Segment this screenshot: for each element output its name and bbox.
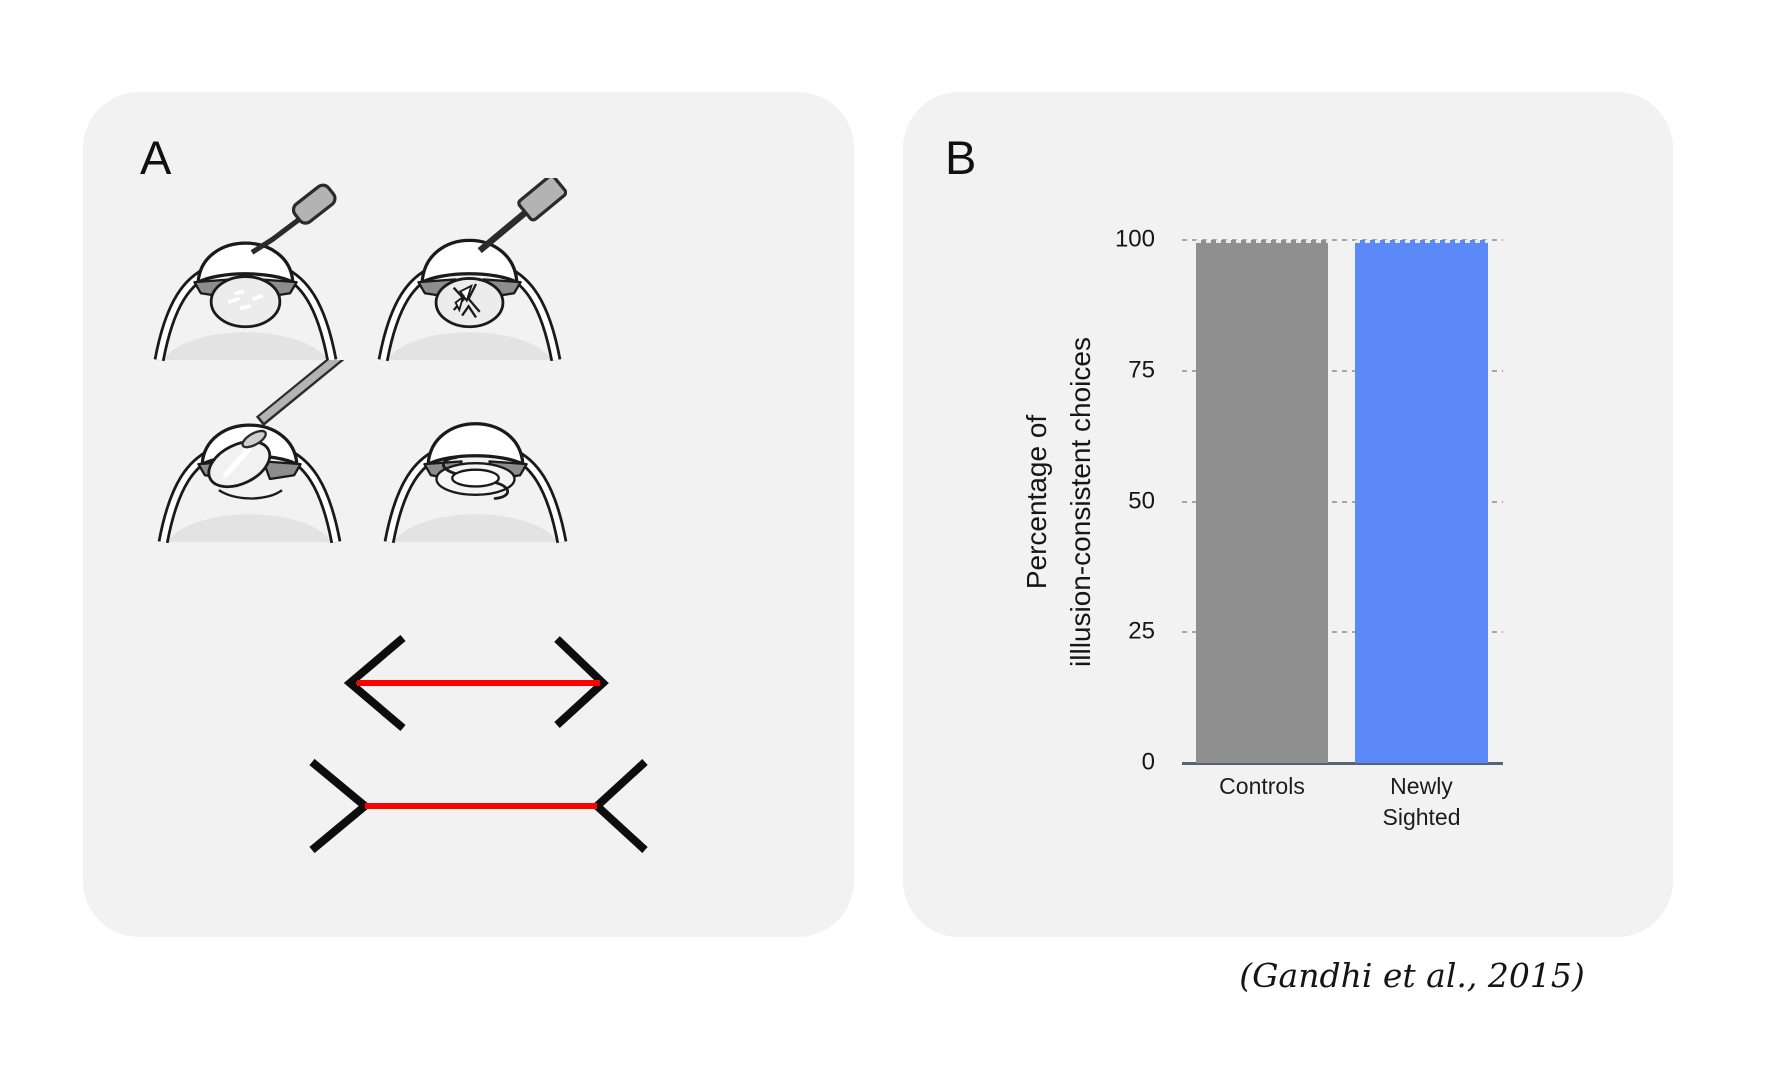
gridline-75 — [1182, 369, 1503, 372]
y-tick-25: 25 — [1128, 617, 1155, 645]
bar-controls — [1196, 240, 1328, 763]
panel-a-label: A — [140, 131, 172, 184]
gridline-25 — [1182, 631, 1503, 634]
eye-surgery-incision-icon — [153, 183, 338, 362]
bar-top-gridline-notches — [1196, 240, 1328, 243]
plot-area: Controls Newly Sighted — [1182, 239, 1503, 830]
bar-top-gridline-notches — [1355, 240, 1488, 243]
x-tick-newly: Newly Sighted — [1382, 773, 1461, 831]
eye-surgery-fragmentation-icon — [377, 178, 567, 362]
y-axis-tick-labels: 0 25 50 75 100 — [1040, 225, 1155, 775]
bar-newly — [1355, 240, 1488, 763]
gridline-100 — [1182, 239, 1503, 241]
y-tick-75: 75 — [1128, 356, 1155, 384]
figure-citation: (Gandhi et al., 2015) — [1239, 956, 1585, 995]
panel-b-label: B — [945, 131, 977, 184]
x-tick-controls: Controls — [1219, 773, 1305, 799]
muller-lyer-illusion — [309, 634, 648, 854]
panel-a: A — [83, 92, 854, 937]
gridline-50 — [1182, 500, 1503, 503]
y-tick-0: 0 — [1141, 748, 1155, 776]
eye-surgery-lens-removal-icon — [157, 360, 345, 544]
muller-lyer-arrowheads-figure — [343, 634, 609, 732]
y-tick-100: 100 — [1114, 225, 1155, 253]
muller-lyer-fins-figure — [309, 758, 648, 854]
eye-surgery-iol-implant-icon — [383, 422, 568, 544]
panel-b: B Percentage of illlusion-consistent cho… — [903, 92, 1673, 937]
x-axis-line — [1182, 762, 1503, 765]
y-tick-50: 50 — [1128, 486, 1155, 514]
